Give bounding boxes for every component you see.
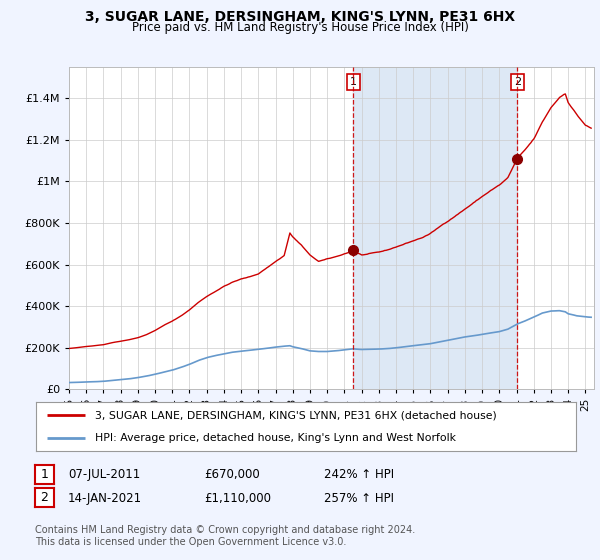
- Text: £1,110,000: £1,110,000: [204, 492, 271, 505]
- Text: 14-JAN-2021: 14-JAN-2021: [68, 492, 142, 505]
- Text: Contains HM Land Registry data © Crown copyright and database right 2024.
This d: Contains HM Land Registry data © Crown c…: [35, 525, 415, 547]
- Text: 257% ↑ HPI: 257% ↑ HPI: [324, 492, 394, 505]
- Text: 2: 2: [514, 77, 521, 87]
- Text: HPI: Average price, detached house, King's Lynn and West Norfolk: HPI: Average price, detached house, King…: [95, 433, 457, 444]
- Text: £670,000: £670,000: [204, 468, 260, 482]
- Text: 2: 2: [40, 491, 49, 505]
- Text: 1: 1: [350, 77, 357, 87]
- Text: 242% ↑ HPI: 242% ↑ HPI: [324, 468, 394, 482]
- Text: 3, SUGAR LANE, DERSINGHAM, KING'S LYNN, PE31 6HX: 3, SUGAR LANE, DERSINGHAM, KING'S LYNN, …: [85, 10, 515, 24]
- Bar: [353, 67, 517, 389]
- Text: 1: 1: [40, 468, 49, 481]
- Text: 07-JUL-2011: 07-JUL-2011: [68, 468, 140, 482]
- Text: 3, SUGAR LANE, DERSINGHAM, KING'S LYNN, PE31 6HX (detached house): 3, SUGAR LANE, DERSINGHAM, KING'S LYNN, …: [95, 410, 497, 421]
- Text: Price paid vs. HM Land Registry's House Price Index (HPI): Price paid vs. HM Land Registry's House …: [131, 21, 469, 34]
